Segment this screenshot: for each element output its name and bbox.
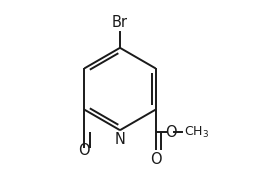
- Text: O: O: [78, 143, 90, 158]
- Text: CH$_3$: CH$_3$: [184, 125, 209, 140]
- Text: Br: Br: [112, 15, 128, 30]
- Text: O: O: [150, 152, 162, 167]
- Text: O: O: [165, 125, 176, 140]
- Text: N: N: [115, 132, 125, 147]
